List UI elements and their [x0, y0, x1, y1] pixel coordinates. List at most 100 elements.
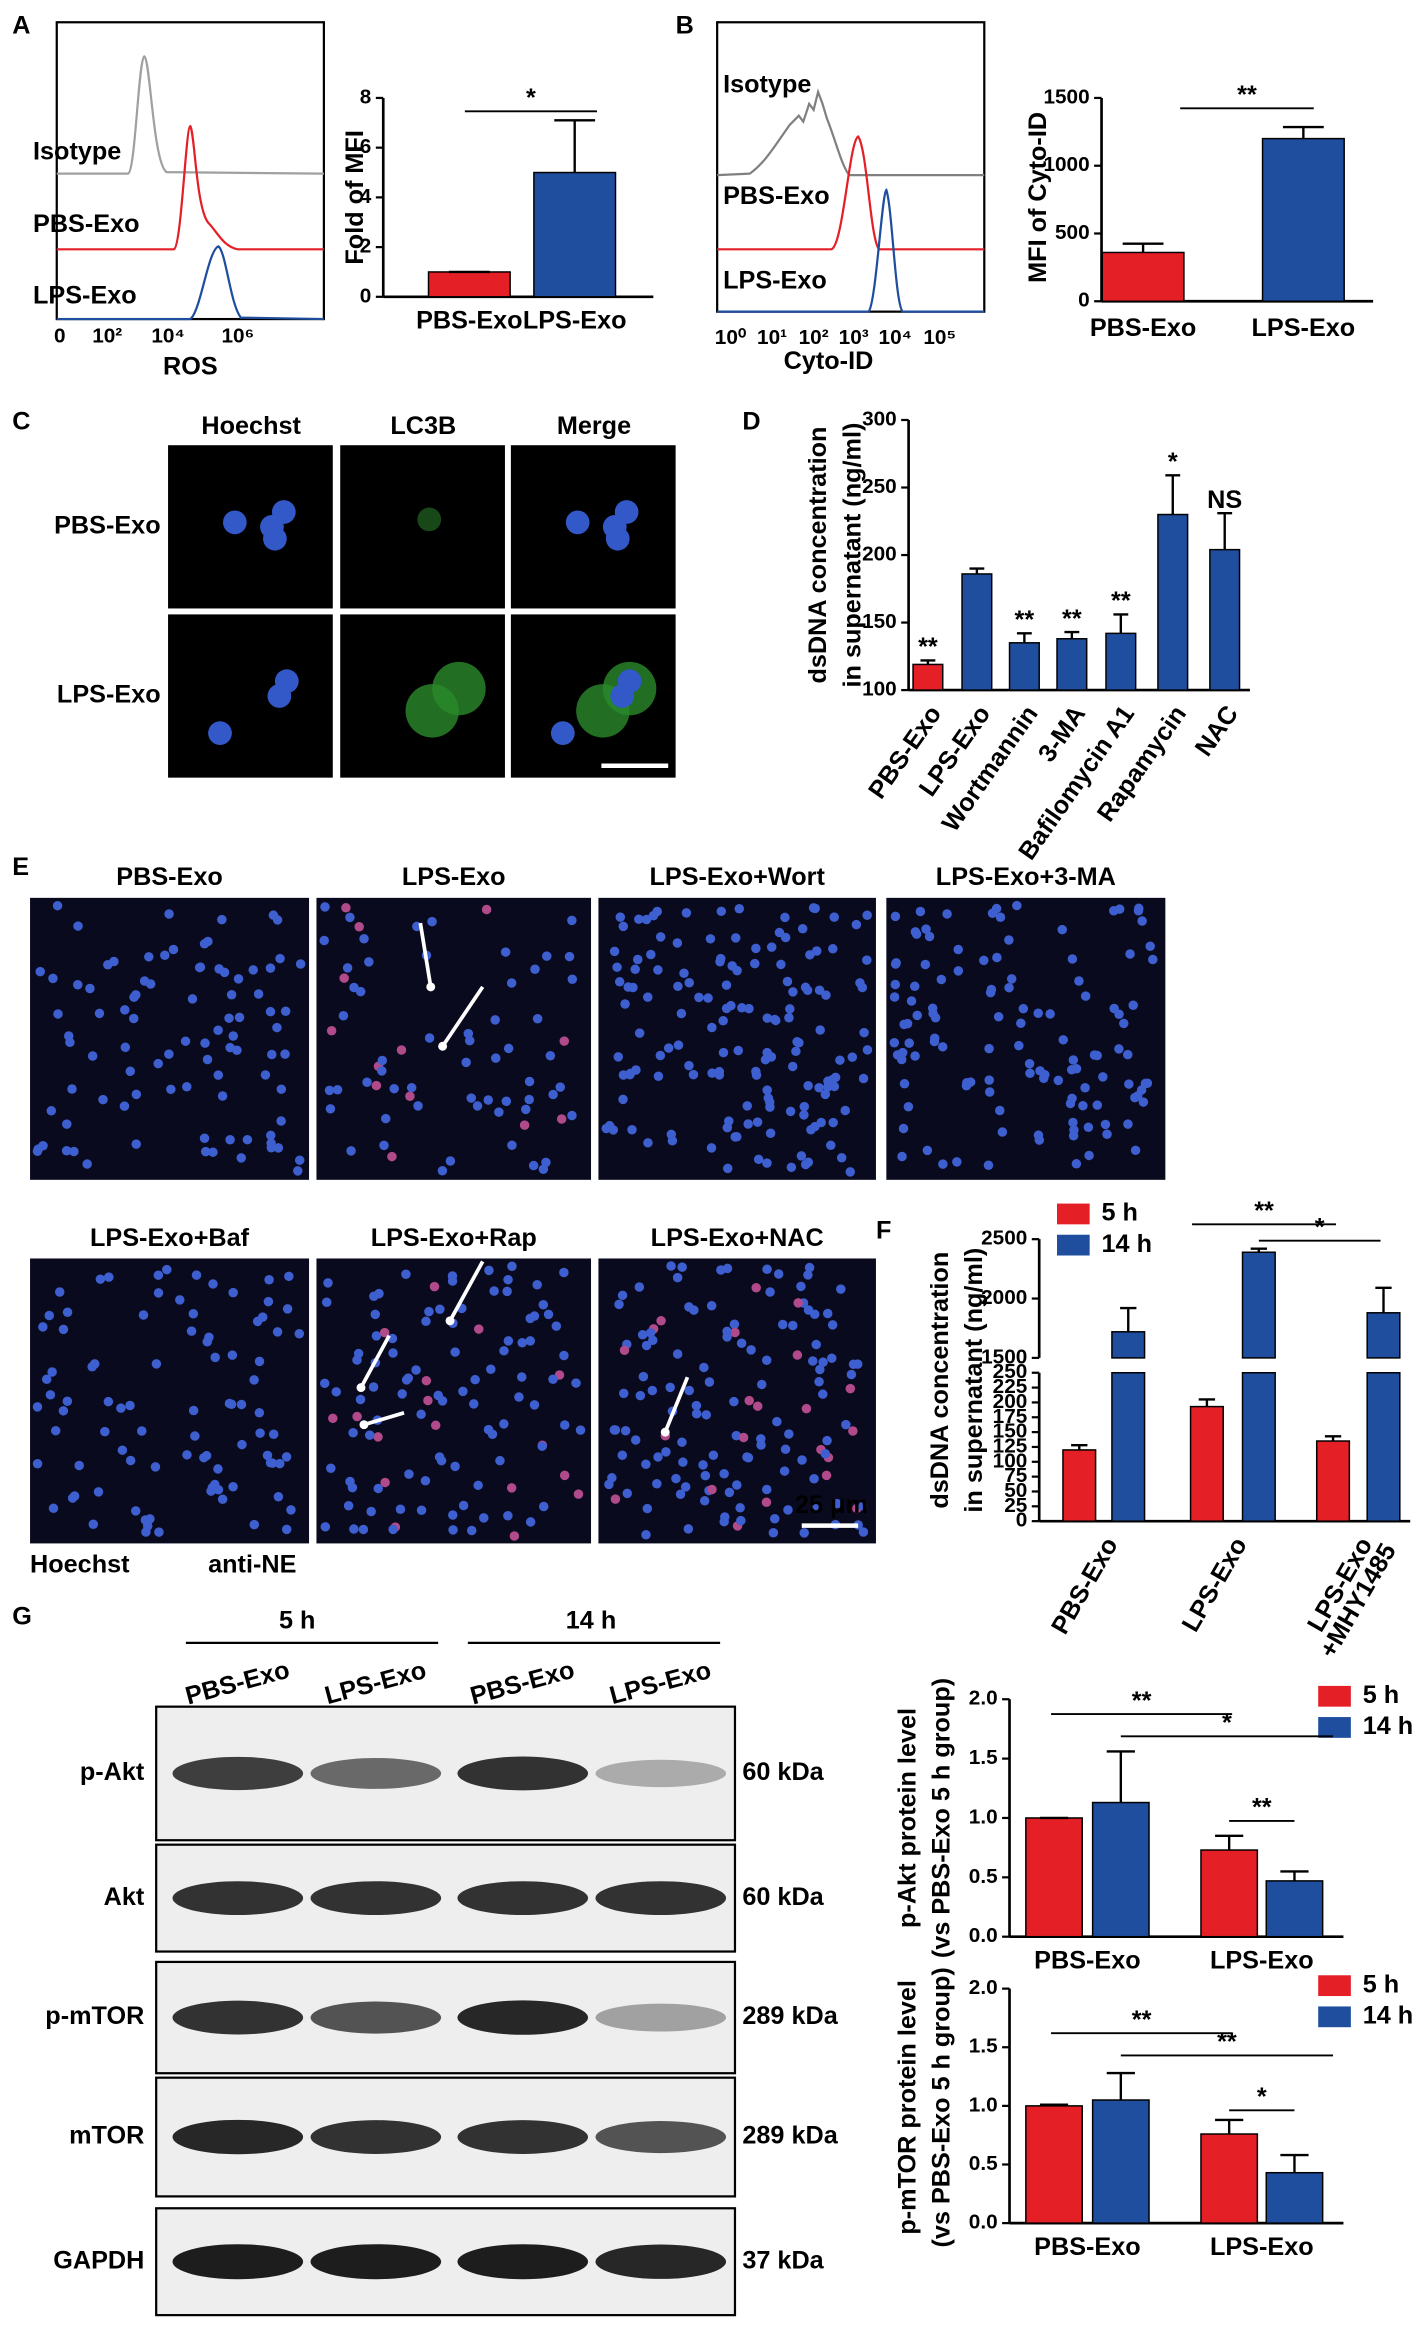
cell — [567, 1110, 577, 1121]
cell — [154, 1527, 164, 1537]
cell — [1058, 1035, 1068, 1045]
y-tick-label: 225 — [993, 1375, 1028, 1398]
cell — [95, 1274, 106, 1284]
cell — [800, 982, 811, 993]
cell-signal — [432, 661, 486, 716]
cell — [701, 1410, 712, 1420]
cell — [537, 1441, 547, 1451]
size-label: 60 kDa — [742, 1883, 824, 1911]
cell — [746, 1345, 756, 1355]
cell — [120, 1005, 130, 1015]
cell — [896, 1054, 907, 1065]
cell — [788, 1061, 798, 1072]
cell — [965, 1077, 976, 1087]
cell — [784, 1013, 794, 1023]
cell — [756, 1434, 766, 1444]
cell — [906, 996, 917, 1006]
cell — [857, 1500, 867, 1511]
cell — [847, 1052, 858, 1062]
cell — [495, 1455, 505, 1466]
cell — [364, 1430, 375, 1440]
cell — [814, 1082, 824, 1093]
cell — [532, 1014, 543, 1024]
cell — [153, 1288, 164, 1298]
cell — [369, 1291, 379, 1302]
cell — [119, 1101, 130, 1111]
cell — [698, 1460, 708, 1470]
cell — [543, 1309, 554, 1320]
error-bar — [1215, 2118, 1244, 2135]
cell — [899, 1078, 910, 1089]
cell — [737, 1003, 747, 1013]
cell — [722, 1332, 732, 1342]
cell — [995, 912, 1006, 922]
cell — [199, 1133, 210, 1144]
cell — [993, 1012, 1004, 1022]
cell — [898, 1123, 909, 1134]
cell — [345, 1476, 355, 1487]
cell — [684, 1385, 694, 1396]
cell — [815, 1025, 825, 1035]
blot-band — [310, 2001, 442, 2034]
y-tick-label: 175 — [993, 1405, 1028, 1428]
arrow-head — [356, 1383, 366, 1393]
significance: ** — [1237, 81, 1257, 109]
y-tick-label: 0 — [1016, 1509, 1028, 1532]
cell — [1024, 1058, 1035, 1069]
cell — [188, 1405, 199, 1416]
cell — [228, 1482, 238, 1492]
cell — [128, 1013, 139, 1024]
cell — [373, 1432, 383, 1442]
cell — [233, 974, 244, 984]
cell — [653, 1071, 664, 1081]
cell — [672, 1272, 683, 1283]
cell — [265, 1006, 276, 1017]
cell — [675, 1489, 686, 1500]
y-tick-label: 500 — [1055, 221, 1090, 244]
cell — [46, 1106, 57, 1116]
cell — [1128, 1000, 1138, 1010]
cell — [268, 910, 279, 920]
cell — [862, 910, 872, 921]
cell — [766, 1052, 777, 1062]
blot-band — [172, 1756, 304, 1791]
cell — [200, 1146, 211, 1157]
y-axis-label: in supernatant (ng/ml) — [838, 423, 866, 688]
legend-swatch — [1057, 1203, 1090, 1225]
y-tick-label: 1.5 — [969, 1746, 998, 1769]
cell — [796, 1151, 807, 1161]
cell — [700, 1470, 711, 1481]
y-axis-label: dsDNA concentration — [804, 427, 832, 684]
cell — [67, 1084, 77, 1094]
nucleus — [208, 721, 232, 745]
cell — [706, 1301, 717, 1311]
significance: ** — [1111, 587, 1131, 615]
cell — [411, 1365, 421, 1375]
cell — [618, 1094, 628, 1105]
cell — [255, 1428, 265, 1438]
cell — [423, 1395, 433, 1406]
cell — [1068, 1055, 1079, 1065]
arrow — [363, 1411, 405, 1427]
cell — [738, 1432, 749, 1443]
cell — [343, 1501, 354, 1511]
cell — [88, 1519, 99, 1529]
x-tick-label: LPS-Exo — [1210, 1947, 1314, 1975]
cell — [98, 1094, 108, 1105]
cell — [794, 1038, 804, 1048]
cell — [984, 1075, 994, 1085]
image-title: LPS-Exo+3-MA — [936, 863, 1116, 891]
cell — [268, 1429, 279, 1439]
cell — [486, 1364, 496, 1374]
micrograph — [510, 445, 676, 609]
cell — [1083, 1122, 1094, 1133]
nucleus — [605, 526, 630, 551]
cell — [332, 1085, 343, 1095]
cell — [551, 1321, 562, 1331]
significance: ** — [1132, 2006, 1152, 2034]
blot-band — [595, 2003, 727, 2032]
cell — [614, 1299, 624, 1310]
lane-label: PBS-Exo — [467, 1656, 577, 1711]
y-tick-label: 2.0 — [969, 1687, 998, 1710]
cell — [726, 1000, 736, 1011]
